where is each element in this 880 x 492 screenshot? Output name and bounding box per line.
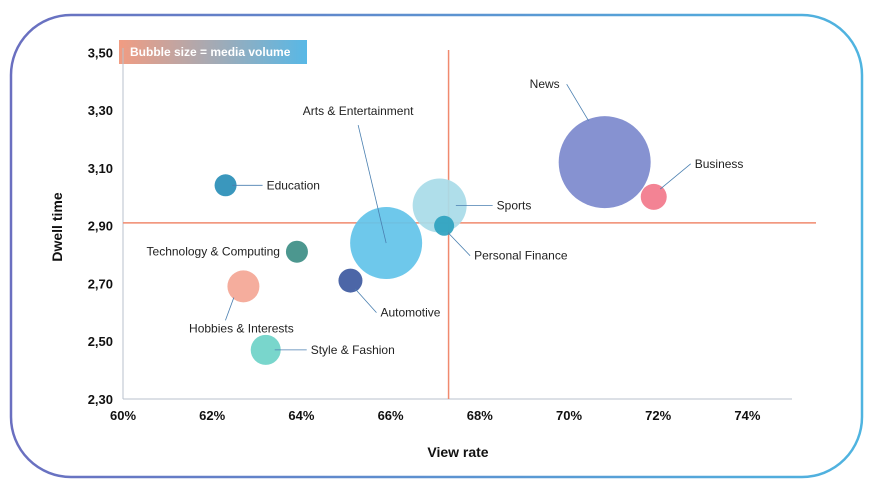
bubble xyxy=(285,240,308,263)
bubble xyxy=(227,270,260,303)
y-tick-label: 2,30 xyxy=(88,392,113,407)
x-tick-label: 66% xyxy=(378,408,404,423)
bubble xyxy=(338,268,363,293)
leader-line xyxy=(357,124,387,244)
bubble-label: Automotive xyxy=(380,306,440,320)
bubble-label: Business xyxy=(695,157,744,171)
y-tick-label: 2,90 xyxy=(88,219,113,234)
bubble xyxy=(412,178,467,233)
y-tick-label: 2,70 xyxy=(88,276,113,291)
leader-line xyxy=(354,288,377,313)
bubble xyxy=(434,215,455,236)
leader-line xyxy=(225,297,235,321)
x-tick-label: 62% xyxy=(199,408,225,423)
y-tick-label: 2,50 xyxy=(88,334,113,349)
bubble-label: Sports xyxy=(497,199,532,213)
bubble-labels: News Business Sports Personal Finance Arts &… xyxy=(147,77,744,357)
bubble-label: News xyxy=(530,77,560,91)
axis-tick-labels: 60% 62% 64% 66% 68% 70% 72% 74% 2,30 2,50 2,70 2,90… xyxy=(88,45,761,423)
y-tick-label: 3,10 xyxy=(88,161,113,176)
y-tick-label: 3,30 xyxy=(88,103,113,118)
bubble-label: Style & Fashion xyxy=(311,343,395,357)
legend-badge: Bubble size = media volume xyxy=(119,40,307,64)
bubble xyxy=(214,174,237,197)
y-axis-title: Dwell time xyxy=(49,192,65,261)
bubble-label: Personal Finance xyxy=(474,249,568,263)
quadrant-reference-lines xyxy=(123,50,816,399)
x-tick-label: 74% xyxy=(734,408,760,423)
bubble-label: Technology & Computing xyxy=(147,245,280,259)
leader-line xyxy=(566,83,589,121)
x-axis-title: View rate xyxy=(427,444,488,460)
bubble-label: Hobbies & Interests xyxy=(189,321,294,335)
bubble xyxy=(640,183,667,210)
leader-line xyxy=(659,163,691,190)
leader-line xyxy=(447,232,471,256)
x-tick-label: 60% xyxy=(110,408,136,423)
bubble-label: Arts & Entertainment xyxy=(303,104,414,118)
legend-badge-background xyxy=(119,40,307,64)
legend-badge-text: Bubble size = media volume xyxy=(130,45,291,59)
bubbles xyxy=(214,116,667,365)
y-tick-label: 3,50 xyxy=(88,45,113,60)
x-tick-label: 68% xyxy=(467,408,493,423)
x-tick-label: 70% xyxy=(556,408,582,423)
x-tick-label: 64% xyxy=(288,408,314,423)
bubble-label: Education xyxy=(267,178,320,192)
x-tick-label: 72% xyxy=(645,408,671,423)
chart-frame xyxy=(9,13,864,479)
bubble xyxy=(558,116,651,209)
bubble xyxy=(250,334,281,365)
